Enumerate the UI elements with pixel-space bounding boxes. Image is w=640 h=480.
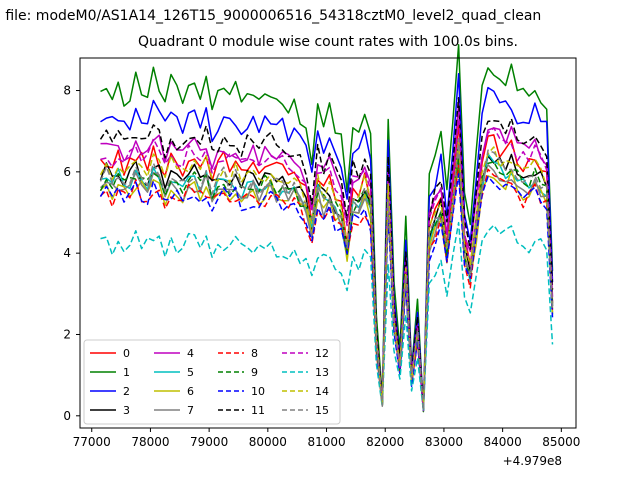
legend-box — [83, 339, 341, 425]
x-tick-label: 84000 — [484, 435, 522, 449]
legend-label: 11 — [251, 404, 265, 417]
legend-label: 4 — [187, 347, 194, 360]
legend-label: 14 — [315, 385, 329, 398]
y-tick-label: 4 — [63, 246, 71, 260]
y-tick-label: 2 — [63, 327, 71, 341]
y-axis: 0 2 4 6 8 — [63, 84, 80, 423]
legend-label: 6 — [187, 385, 194, 398]
x-axis: 77000 78000 79000 80000 81000 82000 83000 84000… — [73, 428, 580, 449]
file-title: n file: modeM0/AS1A14_126T15_9000006516_… — [0, 8, 542, 24]
legend-label: 12 — [315, 347, 329, 360]
legend-label: 0 — [123, 347, 130, 360]
series-layer — [99, 44, 554, 413]
legend-label: 3 — [123, 404, 130, 417]
x-tick-label: 79000 — [190, 435, 228, 449]
x-tick-label: 80000 — [249, 435, 287, 449]
plot-frame — [79, 57, 577, 429]
y-tick-label: 0 — [63, 409, 71, 423]
legend-label: 5 — [187, 366, 194, 379]
legend-label: 10 — [251, 385, 265, 398]
x-tick-label: 81000 — [307, 435, 345, 449]
x-tick-label: 82000 — [366, 435, 404, 449]
series-15-line — [99, 137, 554, 412]
x-tick-label: 78000 — [131, 435, 169, 449]
legend-label: 8 — [251, 347, 258, 360]
legend-label: 15 — [315, 404, 329, 417]
series-8-line — [100, 163, 554, 411]
y-tick-label: 8 — [63, 84, 71, 98]
legend-label: 13 — [315, 366, 329, 379]
x-tick-label: 77000 — [73, 435, 111, 449]
series-10-line — [99, 173, 554, 411]
series-11-line — [99, 97, 554, 410]
legend-label: 9 — [251, 366, 258, 379]
series-13-line — [100, 221, 554, 412]
chart-title: Quadrant 0 module wise count rates with … — [138, 34, 518, 50]
y-tick-label: 6 — [63, 165, 71, 179]
legend-label: 1 — [123, 366, 130, 379]
x-tick-label: 85000 — [542, 435, 580, 449]
series-2-line — [100, 73, 554, 409]
legend-label: 2 — [123, 385, 130, 398]
legend-label: 7 — [187, 404, 194, 417]
series-1-line — [100, 44, 554, 412]
x-tick-label: 83000 — [425, 435, 463, 449]
x-offset-label: +4.979e8 — [503, 454, 562, 468]
series-14-line — [99, 138, 554, 410]
series-6-line — [99, 163, 554, 409]
